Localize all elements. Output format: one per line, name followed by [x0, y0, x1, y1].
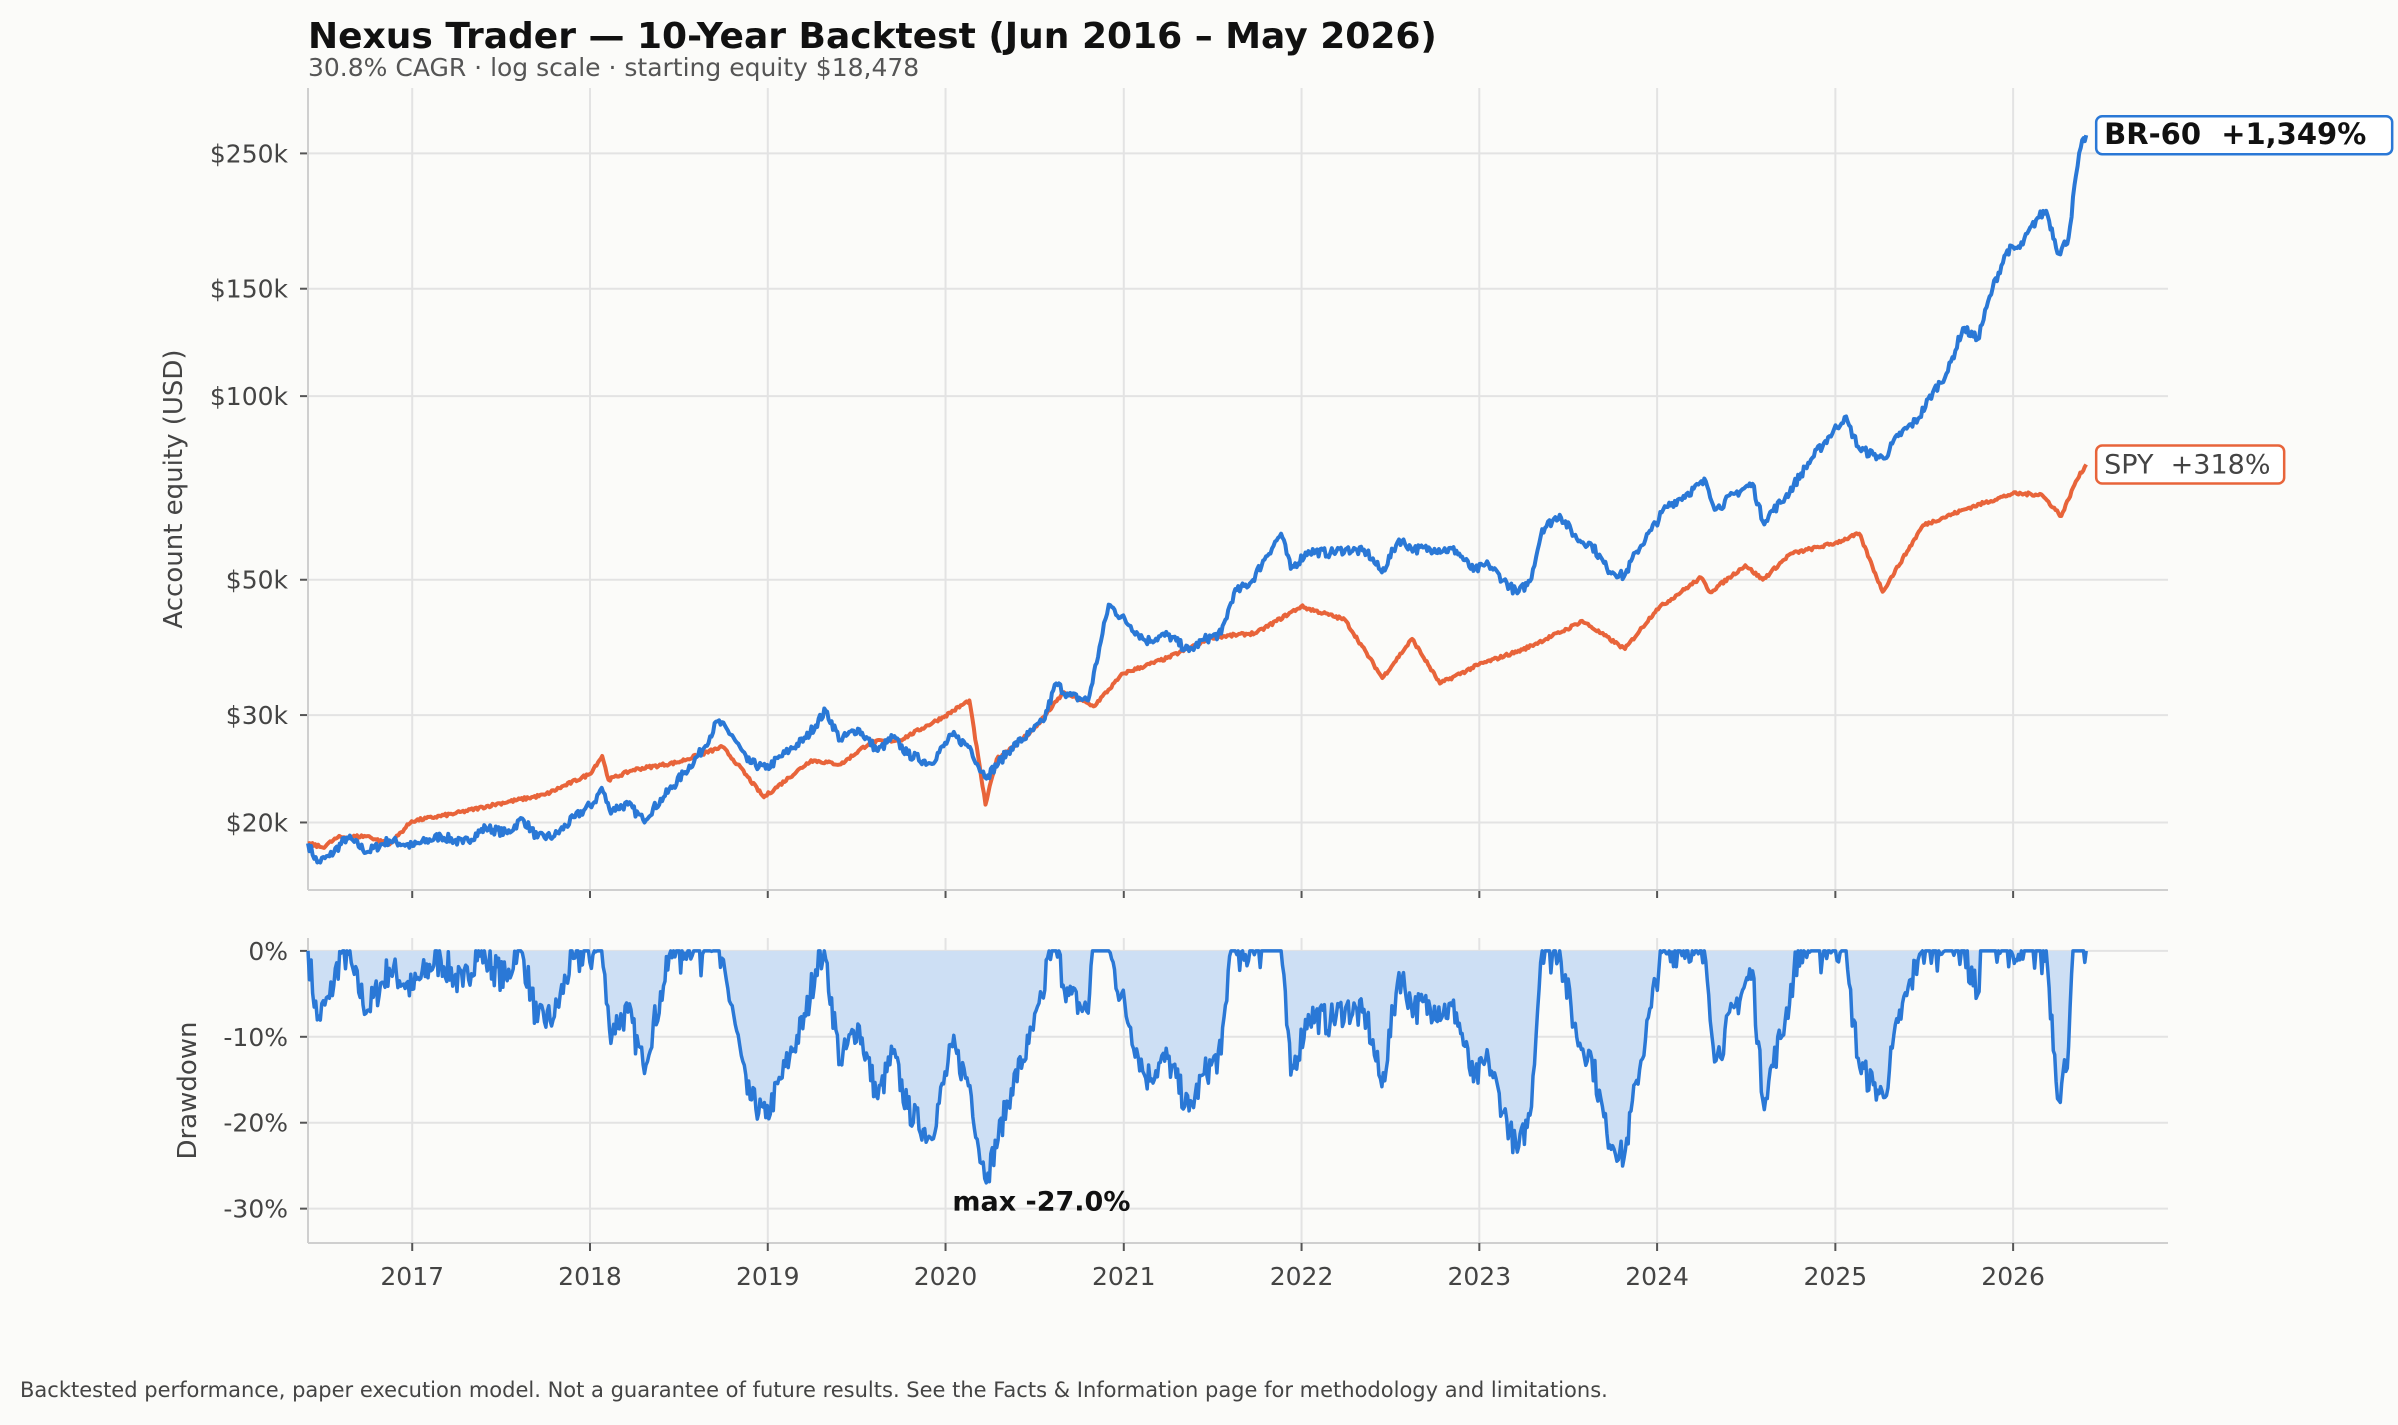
benchmark-line-spy — [307, 463, 2088, 850]
chart-title: Nexus Trader — 10-Year Backtest (Jun 201… — [308, 16, 1437, 57]
equity-panel: $20k $30k $50k $100k $150k $250k Account equit… — [159, 88, 2394, 898]
series-end-label-box — [2094, 444, 2286, 485]
drawdown-area — [308, 950, 2087, 1183]
x-tick-label: 2023 — [1448, 1262, 1512, 1291]
x-tick-label: 2026 — [1981, 1262, 2045, 1291]
drawdown-y-tick-label: -30% — [223, 1195, 288, 1224]
x-tick-label: 2017 — [380, 1262, 444, 1291]
x-tick-label: 2020 — [914, 1262, 978, 1291]
drawdown-line — [306, 949, 2088, 1185]
drawdown-panel: 0% -10% -20% -30% Drawdown max -27.0% — [173, 937, 2168, 1244]
equity-y-tick-label: $250k — [210, 139, 289, 168]
drawdown-y-axis-label: Drawdown — [173, 1021, 203, 1159]
x-tick-label: 2022 — [1270, 1262, 1334, 1291]
equity-y-tick-label: $150k — [210, 275, 289, 304]
series-end-label-box — [2094, 114, 2394, 156]
drawdown-y-tick-label: 0% — [248, 937, 288, 966]
max-drawdown-annotation: max -27.0% — [952, 1186, 1130, 1217]
x-tick-label: 2019 — [736, 1262, 800, 1291]
x-axis: 2017 2018 2019 2020 2021 2022 2023 2024 2025 2026 — [380, 1243, 2045, 1291]
equity-y-tick-label: $50k — [226, 566, 289, 595]
series-end-label: BR-60 +1,349% — [2104, 117, 2366, 151]
equity-y-tick-label: $30k — [226, 701, 289, 730]
equity-y-axis-label: Account equity (USD) — [159, 349, 189, 628]
equity-y-tick-label: $100k — [210, 382, 289, 411]
x-tick-label: 2021 — [1092, 1262, 1156, 1291]
drawdown-y-tick-label: -10% — [223, 1023, 288, 1052]
chart-subtitle: 30.8% CAGR · log scale · starting equity… — [308, 53, 919, 82]
series-end-label: SPY +318% — [2104, 450, 2270, 481]
strategy-line-br60 — [306, 134, 2089, 865]
x-tick-label: 2018 — [558, 1262, 622, 1291]
footnote: Backtested performance, paper execution … — [20, 1378, 1608, 1402]
equity-y-tick-label: $20k — [226, 808, 289, 837]
drawdown-y-tick-label: -20% — [223, 1109, 288, 1138]
x-tick-label: 2025 — [1804, 1262, 1868, 1291]
x-tick-label: 2024 — [1625, 1262, 1689, 1291]
